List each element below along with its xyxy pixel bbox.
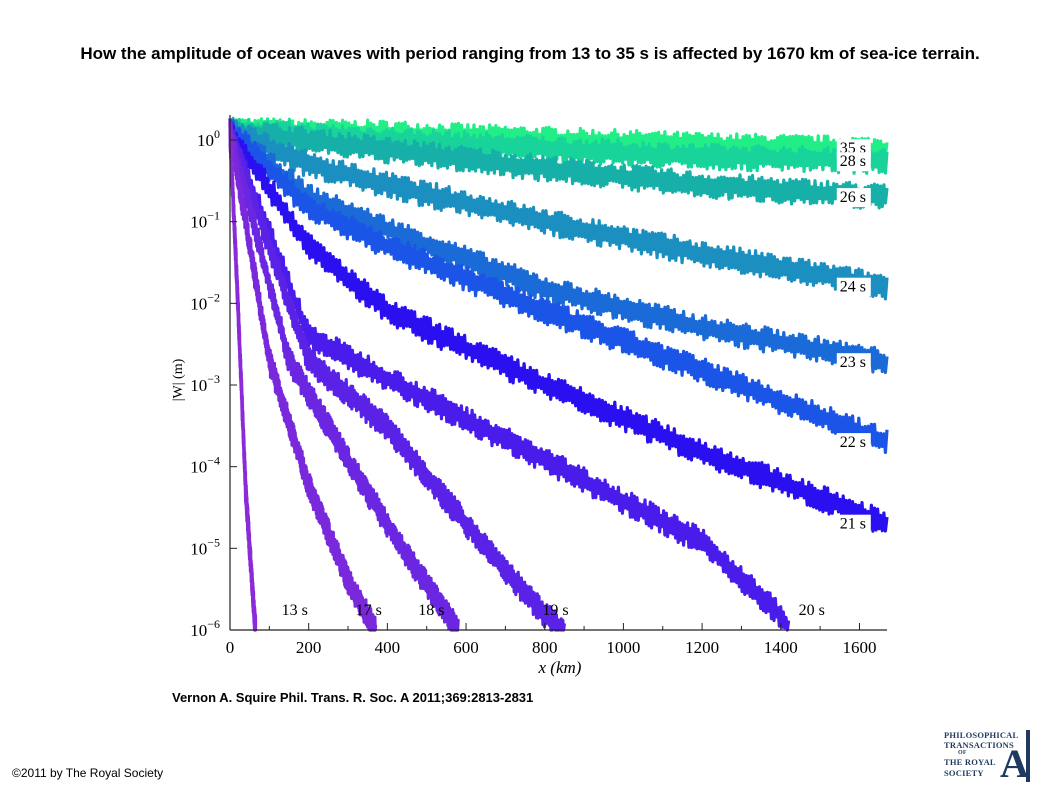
logo-line-1: PHILOSOPHICAL <box>944 730 1019 740</box>
amplitude-chart: 0 200 400 600 800 1000 1200 1400 1600 100 10−1 10−… <box>171 115 889 677</box>
x-tick-label: 1000 <box>606 638 640 657</box>
logo-line-2: TRANSACTIONS <box>944 740 1014 750</box>
y-axis-label: |W| (m) <box>171 358 186 401</box>
x-tick-label: 1600 <box>842 638 876 657</box>
series-label-bg <box>836 188 871 208</box>
series-label-bg <box>836 277 871 297</box>
y-tick-layer: 100 10−1 10−2 10−3 10−4 10−5 10−6 <box>190 127 237 640</box>
x-tick-label: 0 <box>226 638 235 657</box>
axis-layer <box>229 115 887 631</box>
x-tick-label: 600 <box>453 638 479 657</box>
y-tick-label: 100 <box>197 127 220 150</box>
x-tick-label: 200 <box>296 638 322 657</box>
y-tick-label: 10−3 <box>190 372 220 395</box>
series-line-23s <box>228 119 889 375</box>
series-label-bg <box>836 353 871 373</box>
series-label-18s: 18 s <box>418 602 444 619</box>
series-label-layer: 35 s28 s26 s24 s23 s22 s21 s20 s19 s18 s… <box>282 139 871 619</box>
x-tick-label: 1400 <box>764 638 798 657</box>
y-tick-label: 10−1 <box>190 209 220 232</box>
logo-line-4: THE ROYAL <box>944 757 996 767</box>
series-label-13s: 13 s <box>282 602 308 619</box>
series-line-26s <box>228 116 889 210</box>
x-tick-label: 1200 <box>685 638 719 657</box>
series-label-23s: 23 s <box>840 354 866 371</box>
series-line-35s <box>228 117 889 164</box>
series-layer <box>228 116 889 632</box>
series-line-20s <box>228 125 791 632</box>
series-line-24s <box>228 118 889 301</box>
logo-letter: A <box>1000 741 1029 786</box>
x-axis-label: x (km) <box>538 658 582 677</box>
y-tick-label: 10−6 <box>190 617 220 640</box>
x-tick-layer: 0 200 400 600 800 1000 1200 1400 1600 <box>226 623 876 657</box>
series-label-28s: 28 s <box>840 153 866 170</box>
series-label-bg <box>836 433 871 453</box>
x-tick-label: 400 <box>375 638 401 657</box>
copyright: ©2011 by The Royal Society <box>12 766 164 780</box>
series-line-22s <box>228 121 889 454</box>
y-tick-label: 10−2 <box>190 290 220 313</box>
series-line-13s <box>228 121 258 632</box>
x-tick-label: 800 <box>532 638 558 657</box>
page-title: How the amplitude of ocean waves with pe… <box>80 44 980 63</box>
series-line-17s <box>228 120 378 632</box>
series-line-21s <box>228 124 889 533</box>
series-label-26s: 26 s <box>840 189 866 206</box>
series-line-28s <box>228 117 889 175</box>
series-label-21s: 21 s <box>840 516 866 533</box>
y-tick-label: 10−4 <box>190 454 220 477</box>
series-line-19s <box>228 118 566 632</box>
logo-line-3: OF <box>958 750 967 756</box>
royal-society-logo: PHILOSOPHICAL TRANSACTIONS OF THE ROYAL … <box>944 730 1030 786</box>
series-label-24s: 24 s <box>840 279 866 296</box>
logo-line-5: SOCIETY <box>944 768 984 778</box>
series-label-22s: 22 s <box>840 434 866 451</box>
series-label-17s: 17 s <box>356 602 382 619</box>
logo-bar <box>1026 730 1030 782</box>
y-tick-label: 10−5 <box>190 535 220 558</box>
series-label-19s: 19 s <box>542 602 568 619</box>
citation: Vernon A. Squire Phil. Trans. R. Soc. A … <box>172 690 534 705</box>
series-label-bg <box>836 514 871 534</box>
series-label-20s: 20 s <box>799 602 825 619</box>
series-line-18s <box>228 119 460 632</box>
series-label-bg <box>836 152 871 172</box>
